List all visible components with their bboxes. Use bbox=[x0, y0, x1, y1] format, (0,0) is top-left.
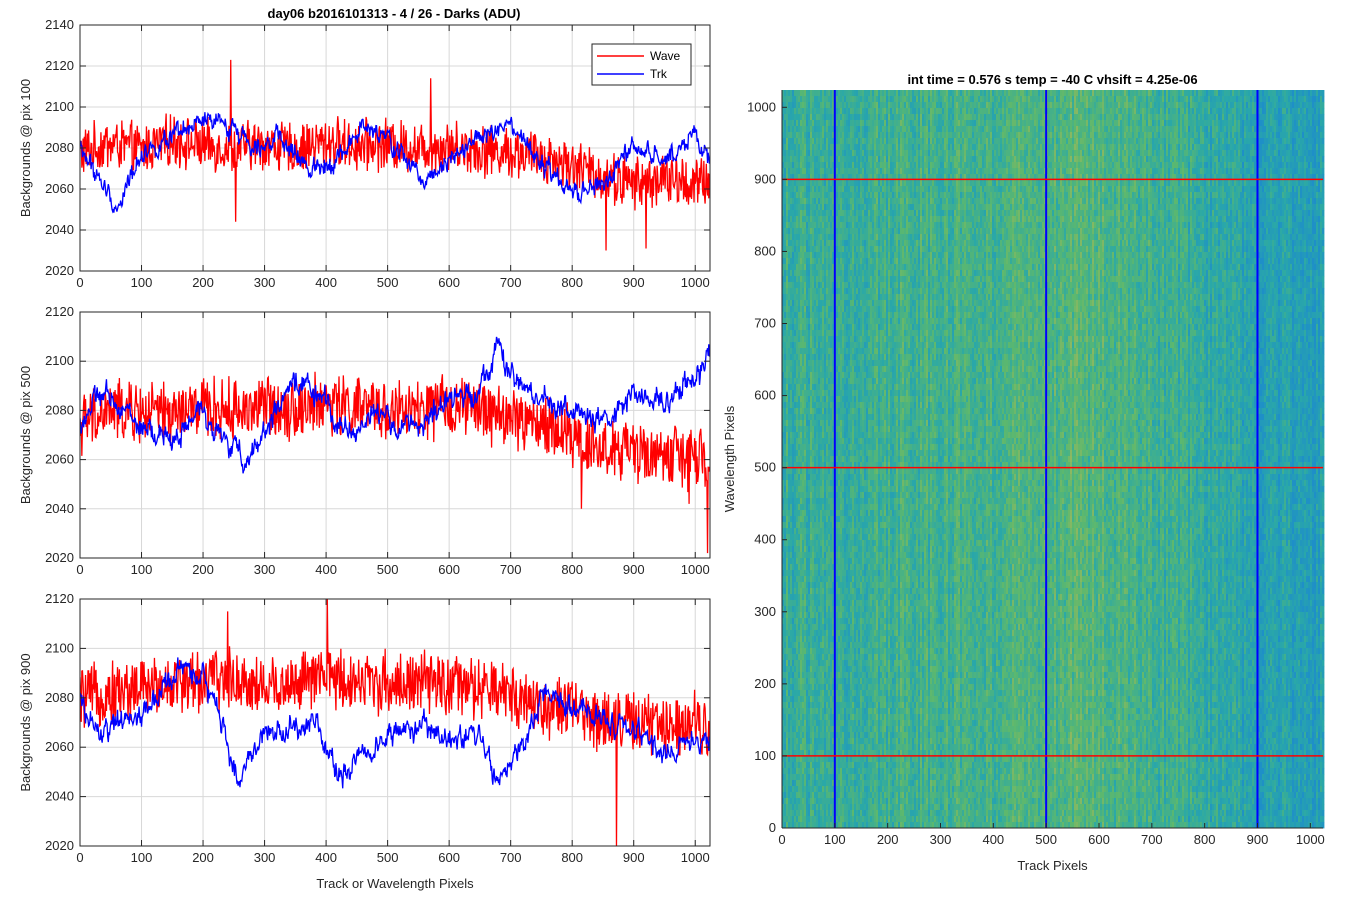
y-tick-label: 2020 bbox=[45, 550, 74, 565]
x-tick-label: 300 bbox=[254, 562, 276, 577]
background-heatmap: int time = 0.576 s temp = -40 C vhsift =… bbox=[722, 72, 1325, 873]
y-tick-label: 100 bbox=[754, 748, 776, 763]
x-tick-label: 1000 bbox=[1296, 832, 1325, 847]
x-tick-label: 1000 bbox=[681, 275, 710, 290]
y-axis-label: Backgrounds @ pix 900 bbox=[18, 653, 33, 791]
y-tick-label: 2060 bbox=[45, 739, 74, 754]
y-tick-label: 500 bbox=[754, 460, 776, 475]
y-tick-label: 2120 bbox=[45, 591, 74, 606]
y-tick-label: 2080 bbox=[45, 140, 74, 155]
heatmap-image bbox=[782, 90, 1324, 828]
y-tick-label: 2060 bbox=[45, 452, 74, 467]
x-tick-label: 100 bbox=[824, 832, 846, 847]
x-tick-label: 800 bbox=[561, 275, 583, 290]
y-tick-label: 1000 bbox=[747, 99, 776, 114]
y-axis-label: Backgrounds @ pix 100 bbox=[18, 79, 33, 217]
x-tick-label: 700 bbox=[500, 562, 522, 577]
x-tick-label: 700 bbox=[500, 275, 522, 290]
x-tick-label: 500 bbox=[377, 850, 399, 865]
x-tick-label: 600 bbox=[1088, 832, 1110, 847]
legend-label-wave: Wave bbox=[650, 49, 681, 63]
y-tick-label: 2100 bbox=[45, 640, 74, 655]
x-axis-label: Track Pixels bbox=[1017, 858, 1088, 873]
y-tick-label: 300 bbox=[754, 604, 776, 619]
x-tick-label: 600 bbox=[438, 850, 460, 865]
y-tick-label: 600 bbox=[754, 388, 776, 403]
x-tick-label: 900 bbox=[623, 562, 645, 577]
line-plot-pix-100: 0 100 200 300 400 500 600 700 800 900 1000 2020 2040… bbox=[18, 17, 710, 290]
y-tick-label: 2020 bbox=[45, 838, 74, 853]
y-tick-label: 400 bbox=[754, 532, 776, 547]
y-tick-label: 2080 bbox=[45, 402, 74, 417]
x-tick-label: 500 bbox=[377, 275, 399, 290]
x-tick-label: 100 bbox=[131, 850, 153, 865]
x-tick-label: 900 bbox=[623, 850, 645, 865]
y-tick-label: 2140 bbox=[45, 17, 74, 32]
x-tick-label: 700 bbox=[500, 850, 522, 865]
x-tick-label: 200 bbox=[192, 562, 214, 577]
x-tick-label: 300 bbox=[254, 275, 276, 290]
y-tick-label: 0 bbox=[769, 820, 776, 835]
y-tick-label: 2100 bbox=[45, 99, 74, 114]
x-tick-label: 700 bbox=[1141, 832, 1163, 847]
x-axis-label: Track or Wavelength Pixels bbox=[316, 876, 474, 891]
x-tick-label: 900 bbox=[1247, 832, 1269, 847]
x-tick-label: 900 bbox=[623, 275, 645, 290]
x-tick-label: 400 bbox=[315, 275, 337, 290]
x-tick-label: 0 bbox=[76, 562, 83, 577]
y-tick-label: 2120 bbox=[45, 58, 74, 73]
y-tick-label: 2060 bbox=[45, 181, 74, 196]
y-tick-label: 2020 bbox=[45, 263, 74, 278]
legend-label-trk: Trk bbox=[650, 67, 668, 81]
y-tick-label: 900 bbox=[754, 171, 776, 186]
x-tick-label: 200 bbox=[192, 850, 214, 865]
y-tick-label: 2080 bbox=[45, 690, 74, 705]
x-tick-label: 800 bbox=[561, 850, 583, 865]
x-tick-label: 0 bbox=[76, 850, 83, 865]
x-tick-label: 0 bbox=[76, 275, 83, 290]
x-tick-label: 100 bbox=[131, 275, 153, 290]
y-tick-label: 2120 bbox=[45, 304, 74, 319]
y-tick-label: 2040 bbox=[45, 222, 74, 237]
y-tick-label: 800 bbox=[754, 243, 776, 258]
x-tick-label: 400 bbox=[315, 562, 337, 577]
x-tick-label: 500 bbox=[1035, 832, 1057, 847]
x-tick-label: 400 bbox=[315, 850, 337, 865]
x-tick-label: 1000 bbox=[681, 562, 710, 577]
y-axis-label: Wavelength Pixels bbox=[722, 405, 737, 512]
y-tick-label: 700 bbox=[754, 316, 776, 331]
line-plot-pix-900: 0 100 200 300 400 500 600 700 800 900 1000 2020 2040… bbox=[18, 591, 710, 891]
y-axis-label: Backgrounds @ pix 500 bbox=[18, 366, 33, 504]
y-tick-label: 200 bbox=[754, 676, 776, 691]
x-tick-label: 800 bbox=[1194, 832, 1216, 847]
x-tick-label: 200 bbox=[877, 832, 899, 847]
x-tick-label: 600 bbox=[438, 562, 460, 577]
heatmap-title: int time = 0.576 s temp = -40 C vhsift =… bbox=[907, 72, 1197, 87]
x-tick-label: 600 bbox=[438, 275, 460, 290]
y-tick-label: 2040 bbox=[45, 789, 74, 804]
x-tick-label: 800 bbox=[561, 562, 583, 577]
x-tick-label: 400 bbox=[982, 832, 1004, 847]
x-tick-label: 0 bbox=[778, 832, 785, 847]
x-tick-label: 1000 bbox=[681, 850, 710, 865]
figure-title: day06 b2016101313 - 4 / 26 - Darks (ADU) bbox=[268, 6, 521, 21]
y-tick-label: 2040 bbox=[45, 501, 74, 516]
x-tick-label: 100 bbox=[131, 562, 153, 577]
line-plot-pix-500: 0 100 200 300 400 500 600 700 800 900 1000 2020 2040… bbox=[18, 304, 710, 577]
y-tick-label: 2100 bbox=[45, 353, 74, 368]
x-tick-label: 200 bbox=[192, 275, 214, 290]
x-tick-label: 500 bbox=[377, 562, 399, 577]
x-tick-label: 300 bbox=[254, 850, 276, 865]
x-tick-label: 300 bbox=[930, 832, 952, 847]
